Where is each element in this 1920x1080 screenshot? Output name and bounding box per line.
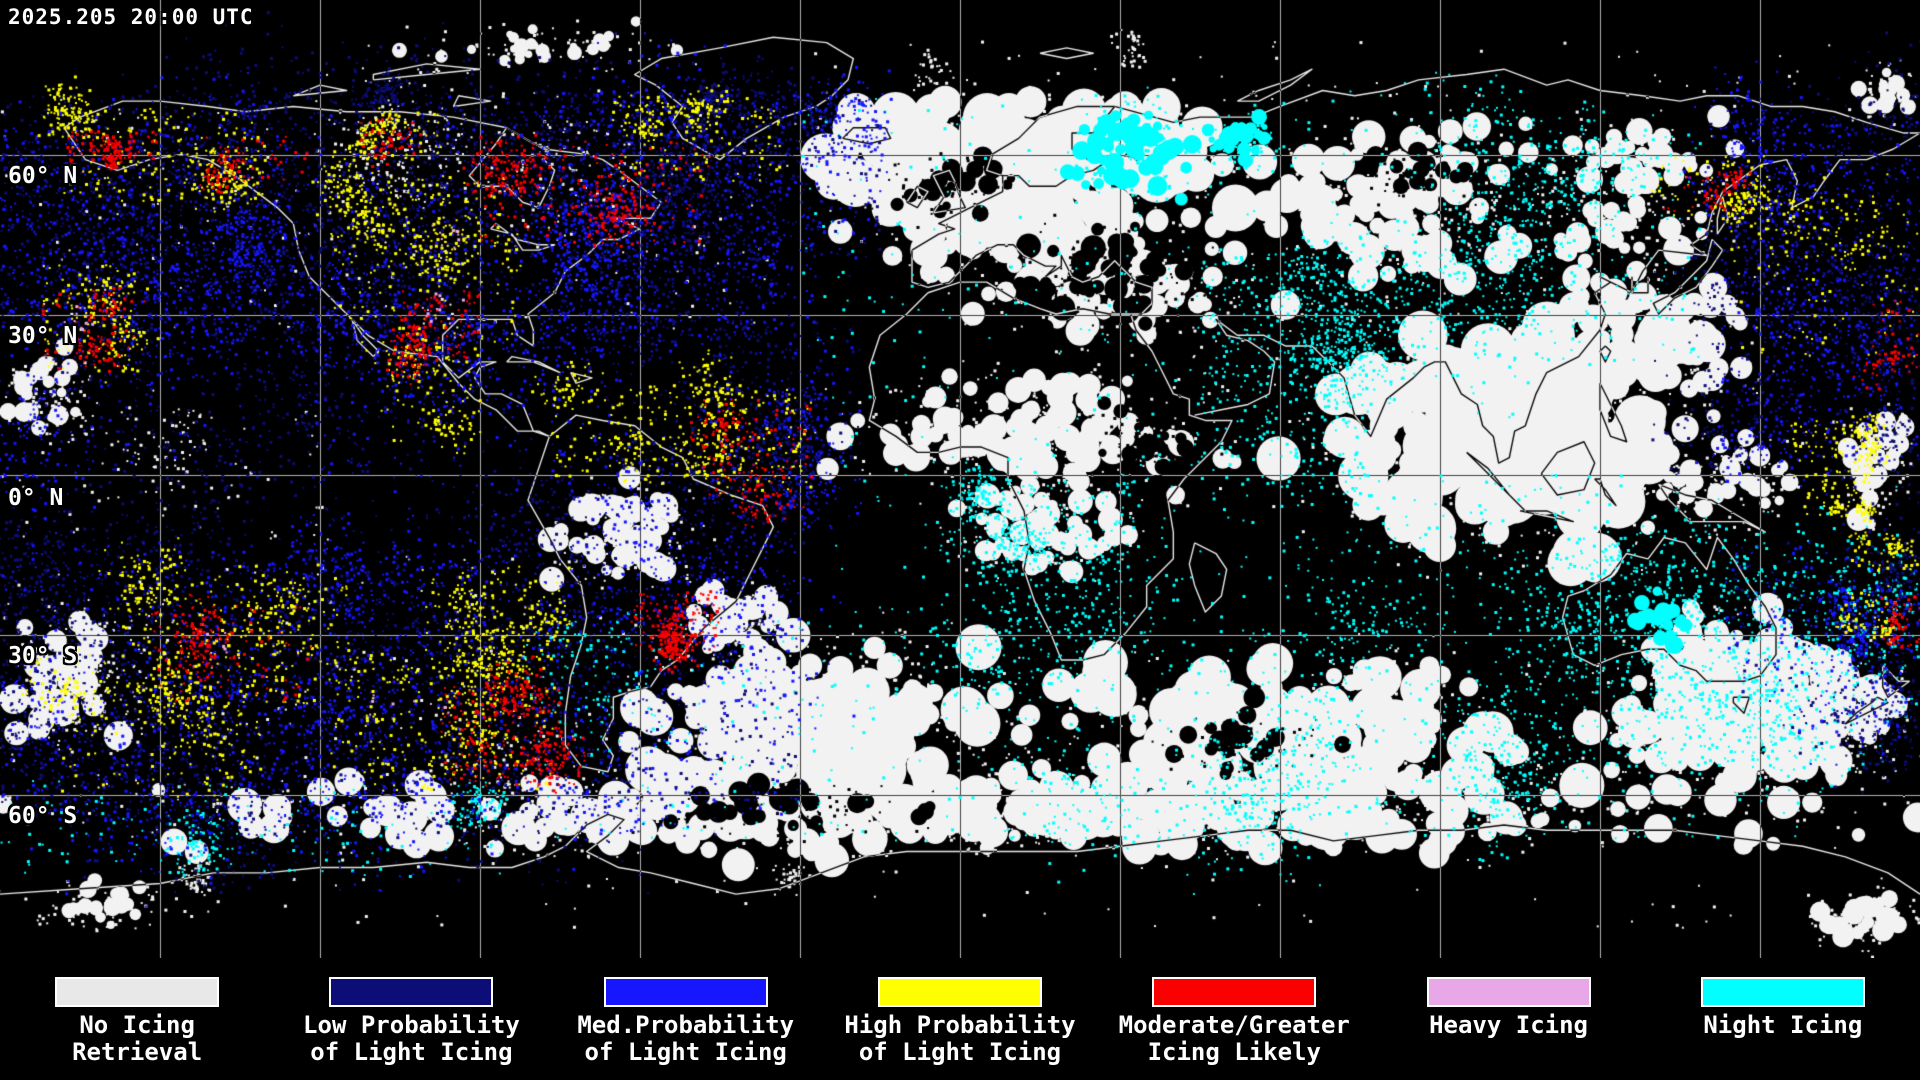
- timestamp-label: 2025.205 20:00 UTC: [8, 5, 254, 29]
- legend-item: Moderate/Greater Icing Likely: [1097, 958, 1371, 1080]
- map-canvas: [0, 0, 1920, 958]
- legend-swatch: [1152, 977, 1317, 1007]
- legend-swatch: [329, 977, 494, 1007]
- legend-item: High Probability of Light Icing: [823, 958, 1097, 1080]
- legend-label: Low Probability of Light Icing: [303, 1011, 520, 1066]
- legend-label: Med.Probability of Light Icing: [577, 1011, 795, 1066]
- legend-item: No Icing Retrieval: [0, 958, 274, 1080]
- latitude-label: 60° S: [8, 803, 78, 829]
- legend-item: Heavy Icing: [1371, 958, 1645, 1080]
- legend-swatch: [55, 977, 220, 1007]
- latitude-label: 30° S: [8, 643, 78, 669]
- legend-label: Heavy Icing: [1429, 1011, 1589, 1039]
- legend-item: Night Icing: [1646, 958, 1920, 1080]
- legend-swatch: [603, 977, 768, 1007]
- legend-item: Med.Probability of Light Icing: [549, 958, 823, 1080]
- legend-swatch: [1426, 977, 1591, 1007]
- legend-label: Moderate/Greater Icing Likely: [1118, 1011, 1350, 1066]
- legend-label: No Icing Retrieval: [72, 1011, 203, 1066]
- latitude-label: 0° N: [8, 485, 64, 511]
- world-map: 2025.205 20:00 UTC 60° N 30° N 0° N 30° S 60…: [0, 0, 1920, 958]
- legend-swatch: [877, 977, 1042, 1007]
- latitude-label: 60° N: [8, 163, 78, 189]
- legend-item: Low Probability of Light Icing: [274, 958, 548, 1080]
- legend: No Icing Retrieval Low Probability of Lig…: [0, 958, 1920, 1080]
- legend-swatch: [1700, 977, 1865, 1007]
- legend-label: Night Icing: [1703, 1011, 1863, 1039]
- latitude-label: 30° N: [8, 323, 78, 349]
- legend-label: High Probability of Light Icing: [844, 1011, 1076, 1066]
